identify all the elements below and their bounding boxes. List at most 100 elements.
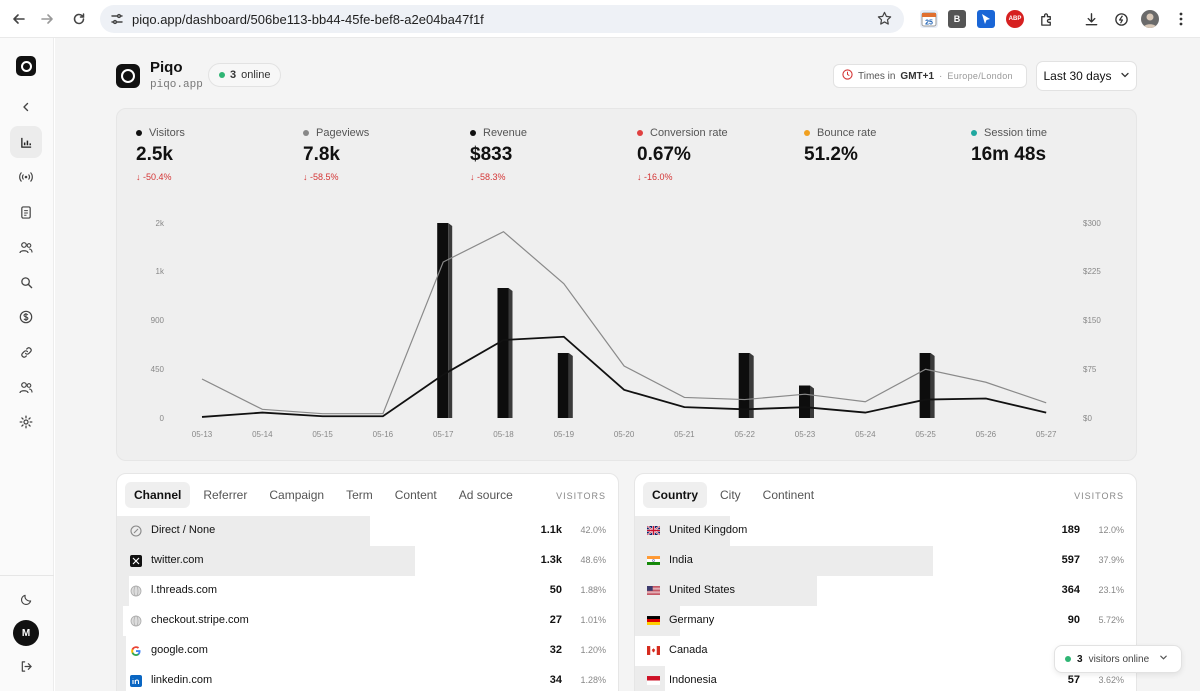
channel-row[interactable]: linkedin.com 34 1.28% (117, 666, 618, 691)
metric-session-time[interactable]: Session time 16m 48s (971, 127, 1131, 166)
metric-change: ↓ -50.4% (136, 172, 172, 182)
metric-revenue[interactable]: Revenue $833 ↓ -58.3% (470, 127, 630, 182)
tab-content[interactable]: Content (394, 488, 437, 502)
address-bar[interactable]: piqo.app/dashboard/506be113-bb44-45fe-be… (100, 5, 904, 33)
row-fill-bar (635, 546, 933, 576)
dark-mode-moon-icon[interactable] (10, 583, 42, 615)
y-left-tick-label: 0 (160, 414, 165, 423)
tab-country[interactable]: Country (643, 482, 707, 508)
tab-ad-source[interactable]: Ad source (458, 488, 513, 502)
tab-channel[interactable]: Channel (125, 482, 191, 508)
us-flag-icon (647, 584, 660, 597)
visitors-line (201, 335, 1047, 418)
country-row[interactable]: United States 364 23.1% (635, 576, 1136, 606)
channel-row[interactable]: Direct / None 1.1k 42.0% (117, 516, 618, 546)
metric-conversion-rate[interactable]: Conversion rate 0.67% ↓ -16.0% (637, 127, 797, 182)
profile-avatar-icon[interactable] (1141, 10, 1159, 28)
puzzle-extensions-icon[interactable] (1037, 10, 1055, 28)
forward-arrow-icon[interactable] (37, 9, 57, 29)
adblock-extension-icon[interactable]: ABP (1006, 10, 1024, 28)
channel-row[interactable]: checkout.stripe.com 27 1.01% (117, 606, 618, 636)
country-row[interactable]: United Kingdom 189 12.0% (635, 516, 1136, 546)
session-dot-icon (971, 130, 977, 136)
online-count: 3 (230, 69, 237, 81)
metric-value: 2.5k (136, 144, 173, 165)
country-row[interactable]: Canada (635, 636, 1136, 666)
tz-prefix: Times in (858, 70, 896, 82)
user-avatar[interactable]: M (13, 620, 39, 646)
link-icon[interactable] (10, 336, 42, 368)
metric-pageviews[interactable]: Pageviews 7.8k ↓ -58.5% (303, 127, 463, 182)
reload-icon[interactable] (69, 9, 89, 29)
row-percentage: 23.1% (1098, 585, 1124, 595)
channel-row[interactable]: google.com 32 1.20% (117, 636, 618, 666)
b-extension-icon[interactable]: B (948, 10, 966, 28)
visitors-revenue-chart[interactable]: 0 450 900 1k 2k $0 $75 $150 $225 $300 05-13 05-14 05… (117, 109, 1138, 462)
back-arrow-icon[interactable] (9, 9, 29, 29)
app-logo-icon[interactable] (16, 56, 36, 76)
tab-term[interactable]: Term (346, 488, 373, 502)
row-visitors: 364 (1061, 584, 1080, 596)
bookmark-star-icon[interactable] (877, 11, 892, 31)
row-label: United Kingdom (669, 524, 748, 536)
metric-visitors[interactable]: Visitors 2.5k ↓ -50.4% (136, 127, 296, 182)
revenue-bar-side (749, 353, 754, 418)
row-label: Direct / None (151, 524, 216, 536)
tab-continent[interactable]: Continent (762, 488, 815, 502)
collapse-sidebar-icon[interactable] (10, 91, 42, 123)
performance-icon[interactable] (1112, 10, 1130, 28)
user-avatar-initial: M (21, 627, 31, 639)
browser-menu-icon[interactable] (1172, 10, 1190, 28)
online-status-badge[interactable]: 3 online (208, 63, 282, 87)
row-label: twitter.com (151, 554, 204, 566)
timezone-selector[interactable]: Times in GMT+1 · Europe/London (833, 64, 1027, 88)
x-tick-label: 05-26 (976, 430, 997, 439)
download-icon[interactable] (1082, 10, 1100, 28)
dashboard-main: Piqo piqo.app 3 online Times in GMT+1 · … (55, 38, 1200, 691)
calendar-extension-icon[interactable]: 25 (920, 10, 938, 28)
revenue-dollar-icon[interactable] (10, 301, 42, 333)
users-icon[interactable] (10, 231, 42, 263)
settings-gear-icon[interactable] (10, 406, 42, 438)
site-name: Piqo (150, 59, 183, 76)
country-row[interactable]: Germany 90 5.72% (635, 606, 1136, 636)
realtime-broadcast-icon[interactable] (10, 161, 42, 193)
pageviews-line (201, 230, 1047, 415)
row-percentage: 5.72% (1098, 615, 1124, 625)
site-domain: piqo.app (150, 79, 203, 91)
chevron-down-icon (1120, 69, 1130, 83)
y-left-tick-label: 2k (156, 219, 165, 228)
row-fill-bar (117, 666, 126, 691)
ca-flag-icon (647, 644, 660, 657)
date-range-dropdown[interactable]: Last 30 days (1036, 61, 1137, 91)
x-tick-label: 05-23 (795, 430, 816, 439)
tab-city[interactable]: City (720, 488, 741, 502)
row-percentage: 1.01% (580, 615, 606, 625)
x-tick-label: 05-20 (614, 430, 635, 439)
channel-row[interactable]: twitter.com 1.3k 48.6% (117, 546, 618, 576)
team-icon[interactable] (10, 371, 42, 403)
pages-document-icon[interactable] (10, 196, 42, 228)
metric-bounce-rate[interactable]: Bounce rate 51.2% (804, 127, 964, 166)
globe-icon (129, 614, 142, 627)
logout-icon[interactable] (10, 650, 42, 682)
row-visitors: 32 (549, 644, 562, 656)
country-row[interactable]: Indonesia 57 3.62% (635, 666, 1136, 691)
row-percentage: 37.9% (1098, 555, 1124, 565)
search-icon[interactable] (10, 266, 42, 298)
country-row[interactable]: India 597 37.9% (635, 546, 1136, 576)
row-label: Canada (669, 644, 708, 656)
channel-row[interactable]: l.threads.com 50 1.88% (117, 576, 618, 606)
tab-campaign[interactable]: Campaign (269, 488, 325, 502)
visitors-online-toast[interactable]: 3 visitors online (1054, 645, 1182, 673)
channel-panel: Channel Referrer Campaign Term Content A… (116, 473, 619, 691)
analytics-chart-icon[interactable] (10, 126, 42, 158)
revenue-bar (557, 353, 569, 418)
revenue-bar-side (448, 223, 453, 418)
cursor-extension-icon[interactable] (977, 10, 995, 28)
tab-referrer[interactable]: Referrer (203, 488, 248, 502)
site-settings-icon[interactable] (110, 12, 124, 31)
x-tick-label: 05-24 (855, 430, 876, 439)
y-right-tick-label: $0 (1083, 414, 1092, 423)
tz-region: Europe/London (947, 71, 1013, 81)
